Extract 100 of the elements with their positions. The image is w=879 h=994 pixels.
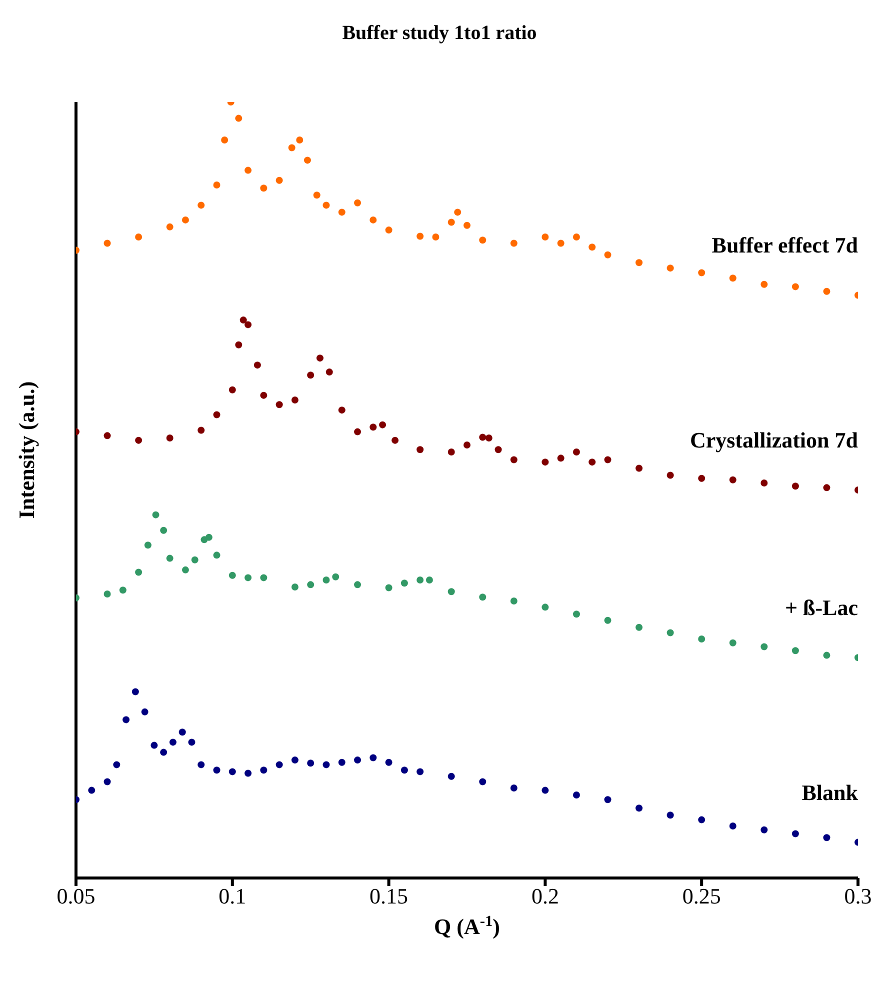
point <box>666 264 674 272</box>
point <box>416 446 424 454</box>
point <box>698 635 706 642</box>
point <box>823 652 830 659</box>
point <box>792 482 799 490</box>
point <box>385 758 392 766</box>
point <box>510 456 518 464</box>
point <box>760 826 768 834</box>
point <box>572 791 580 798</box>
point <box>135 234 142 241</box>
point <box>135 568 142 576</box>
point <box>235 114 242 122</box>
point <box>464 441 470 448</box>
point <box>479 434 486 441</box>
point <box>338 406 346 414</box>
point <box>792 830 799 838</box>
point <box>698 474 706 482</box>
point <box>729 274 736 282</box>
point <box>260 184 268 192</box>
point <box>228 572 236 579</box>
y-axis-title: Intensity (a.u.) <box>14 381 39 519</box>
point <box>636 804 643 812</box>
point <box>604 796 612 804</box>
point <box>542 458 549 466</box>
point <box>604 251 612 258</box>
point <box>213 182 220 189</box>
point <box>479 236 486 244</box>
point <box>132 688 139 696</box>
point <box>291 396 298 404</box>
point <box>307 760 314 767</box>
point <box>636 464 643 472</box>
point <box>542 786 549 794</box>
point <box>760 280 768 288</box>
point <box>636 624 643 631</box>
point <box>160 526 168 534</box>
point <box>729 822 736 830</box>
point <box>729 476 736 484</box>
point <box>370 754 377 762</box>
point <box>150 742 158 749</box>
point <box>542 604 549 611</box>
point <box>88 786 96 794</box>
point <box>169 738 176 746</box>
x-tick-label: 0.3 <box>844 884 872 909</box>
point <box>354 581 362 588</box>
point <box>182 566 189 574</box>
point <box>291 584 298 590</box>
point <box>400 766 408 774</box>
point <box>244 321 252 328</box>
point <box>104 778 111 786</box>
point <box>823 484 830 492</box>
point <box>198 761 205 768</box>
point <box>338 208 346 216</box>
point <box>510 784 518 792</box>
point <box>221 136 228 144</box>
point <box>426 576 433 584</box>
point <box>166 223 174 230</box>
point <box>104 590 111 598</box>
point <box>416 768 424 776</box>
point <box>244 770 252 777</box>
point <box>178 728 186 736</box>
point <box>244 574 252 582</box>
point <box>228 768 236 776</box>
point <box>191 556 198 564</box>
point <box>113 761 120 768</box>
point <box>104 432 111 440</box>
point <box>392 436 399 444</box>
point <box>760 643 768 650</box>
point <box>666 629 674 636</box>
point <box>400 580 408 587</box>
point <box>792 283 799 290</box>
point <box>666 812 674 819</box>
point <box>370 216 377 224</box>
point <box>122 716 130 724</box>
x-tick-label: 0.15 <box>370 884 408 909</box>
point <box>572 448 580 456</box>
point <box>307 581 314 588</box>
point <box>604 616 612 624</box>
series-label: Crystallization 7d <box>690 427 858 452</box>
point <box>213 411 220 418</box>
point <box>572 610 580 618</box>
point <box>823 834 830 842</box>
point <box>510 240 518 247</box>
point <box>322 761 330 768</box>
point <box>370 424 377 431</box>
point <box>166 434 174 442</box>
point <box>205 534 212 541</box>
point <box>385 226 392 234</box>
point <box>448 588 455 596</box>
x-tick-label: 0.1 <box>218 884 246 909</box>
point <box>135 436 142 444</box>
point <box>322 576 330 584</box>
point <box>510 597 518 604</box>
point <box>823 288 830 295</box>
point <box>448 448 455 456</box>
point <box>254 362 261 369</box>
point <box>666 472 674 479</box>
point <box>448 772 455 780</box>
point <box>313 192 320 199</box>
point <box>385 584 392 592</box>
point <box>494 446 502 454</box>
